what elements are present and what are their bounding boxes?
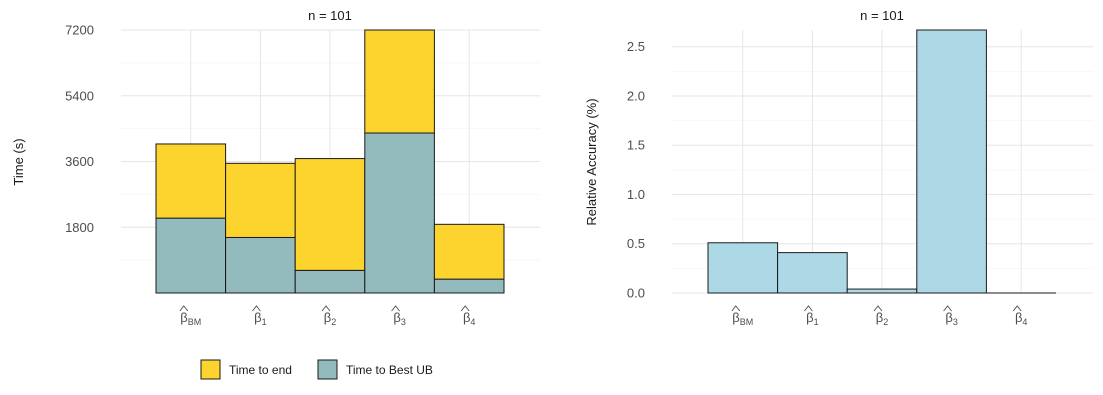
right-y-tick-label: 2.5 bbox=[627, 39, 645, 54]
right-y-tick-label: 1.0 bbox=[627, 187, 645, 202]
right-y-tick-label: 1.5 bbox=[627, 138, 645, 153]
right-y-tick-label: 0.0 bbox=[627, 286, 645, 301]
legend-label: Time to end bbox=[229, 363, 292, 377]
left-x-tick-label: β1 bbox=[254, 310, 267, 327]
right-y-axis-label: Relative Accuracy (%) bbox=[584, 98, 599, 225]
legend-swatch bbox=[317, 359, 338, 380]
right-x-tick-label: β3 bbox=[945, 310, 958, 327]
legend: Time to end Time to Best UB bbox=[200, 359, 433, 380]
right-bar bbox=[707, 242, 779, 294]
left-x-tick-labels: βBM β1 β2 β3 β4 bbox=[179, 305, 476, 327]
right-hat-accent bbox=[873, 305, 883, 312]
left-bar-segment bbox=[155, 217, 227, 294]
right-x-tick-label: βBM bbox=[732, 310, 753, 327]
left-x-tick-label: β2 bbox=[324, 310, 337, 327]
right-y-tick-labels: 0.0 0.5 1.0 1.5 2.0 2.5 bbox=[627, 39, 645, 300]
left-bars bbox=[155, 29, 505, 294]
right-chart-title: n = 101 bbox=[860, 8, 904, 23]
right-bar bbox=[846, 288, 918, 294]
left-chart-title: n = 101 bbox=[308, 8, 352, 23]
right-bar bbox=[916, 29, 987, 294]
right-y-tick-label: 0.5 bbox=[627, 236, 645, 251]
left-bar-segment bbox=[225, 162, 296, 238]
left-y-tick-label: 7200 bbox=[65, 23, 94, 38]
left-hat-accent bbox=[179, 305, 189, 312]
left-hat-accent bbox=[391, 305, 400, 312]
right-bars bbox=[707, 29, 1056, 294]
left-bar-segment bbox=[433, 278, 505, 294]
right-hat-accent bbox=[1012, 305, 1022, 312]
right-hat-accent bbox=[943, 305, 952, 312]
left-y-axis-label: Time (s) bbox=[11, 138, 26, 185]
left-hat-accent bbox=[252, 305, 261, 312]
left-bar-segment bbox=[364, 132, 435, 294]
right-y-tick-label: 2.0 bbox=[627, 88, 645, 103]
left-bar-segment bbox=[225, 236, 296, 294]
left-bar-segment bbox=[364, 29, 435, 134]
right-panel-accuracy: 0.0 0.5 1.0 1.5 2.0 2.5 βBM β1 β2 β3 β4 n = 101 R… bbox=[584, 8, 1093, 327]
right-hat-accent bbox=[804, 305, 813, 312]
left-bar-segment bbox=[294, 269, 366, 294]
left-y-tick-label: 5400 bbox=[65, 88, 94, 103]
right-x-tick-label: β1 bbox=[806, 310, 819, 327]
left-bar-segment bbox=[294, 158, 366, 271]
right-bar bbox=[777, 252, 848, 294]
right-x-tick-label: β4 bbox=[1015, 310, 1027, 327]
left-y-tick-label: 3600 bbox=[65, 154, 94, 169]
left-hat-accent bbox=[460, 305, 470, 312]
left-bar-segment bbox=[433, 223, 505, 280]
left-y-tick-labels: 1800 3600 5400 7200 bbox=[65, 23, 94, 235]
left-x-tick-label: β4 bbox=[463, 310, 476, 327]
right-x-tick-labels: βBM β1 β2 β3 β4 bbox=[731, 305, 1027, 327]
right-x-tick-label: β2 bbox=[876, 310, 889, 327]
left-y-tick-label: 1800 bbox=[65, 220, 94, 235]
left-bar-segment bbox=[155, 143, 227, 219]
left-hat-accent bbox=[321, 305, 331, 312]
left-x-tick-label: β3 bbox=[393, 310, 406, 327]
left-panel-time: 1800 3600 5400 7200 βBM β1 β2 β3 β4 n = 101 Tim… bbox=[11, 8, 540, 327]
left-x-tick-label: βBM bbox=[180, 310, 201, 327]
legend-label: Time to Best UB bbox=[346, 363, 433, 377]
right-hat-accent bbox=[731, 305, 741, 312]
legend-swatch bbox=[200, 359, 221, 380]
